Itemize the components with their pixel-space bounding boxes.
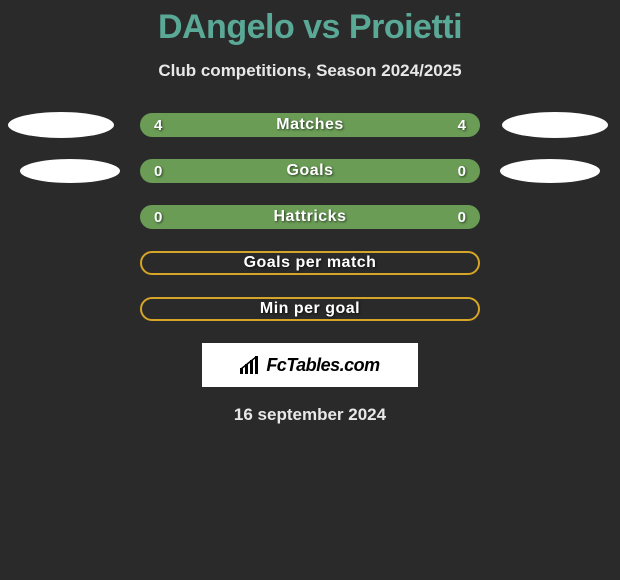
stat-row-goals: 0 Goals 0 [0,159,620,183]
stat-value-right: 0 [458,209,466,226]
chart-icon [240,356,262,374]
stat-bar: 0 Hattricks 0 [140,205,480,229]
ellipse-left [8,112,114,138]
date-label: 16 september 2024 [0,405,620,425]
stat-label: Min per goal [260,300,360,318]
stat-value-left: 4 [154,117,162,134]
page-title: DAngelo vs Proietti [0,8,620,47]
stat-value-right: 4 [458,117,466,134]
stat-label: Goals [287,162,334,180]
stat-bar: Goals per match [140,251,480,275]
stat-row-matches: 4 Matches 4 [0,113,620,137]
stat-bar: 0 Goals 0 [140,159,480,183]
stat-row-mpg: Min per goal [0,297,620,321]
logo-text: FcTables.com [240,355,379,376]
stat-label: Hattricks [274,208,347,226]
stat-value-left: 0 [154,163,162,180]
logo-box: FcTables.com [202,343,418,387]
stat-rows: 4 Matches 4 0 Goals 0 0 Hattricks 0 Goal… [0,113,620,321]
stat-row-gpm: Goals per match [0,251,620,275]
stat-bar: Min per goal [140,297,480,321]
page-subtitle: Club competitions, Season 2024/2025 [0,61,620,81]
stat-row-hattricks: 0 Hattricks 0 [0,205,620,229]
stat-value-left: 0 [154,209,162,226]
logo-label: FcTables.com [266,355,379,376]
ellipse-right [502,112,608,138]
stat-label: Goals per match [244,254,377,272]
header: DAngelo vs Proietti Club competitions, S… [0,0,620,81]
stat-bar: 4 Matches 4 [140,113,480,137]
stat-value-right: 0 [458,163,466,180]
stat-label: Matches [276,116,344,134]
ellipse-right [500,159,600,183]
ellipse-left [20,159,120,183]
